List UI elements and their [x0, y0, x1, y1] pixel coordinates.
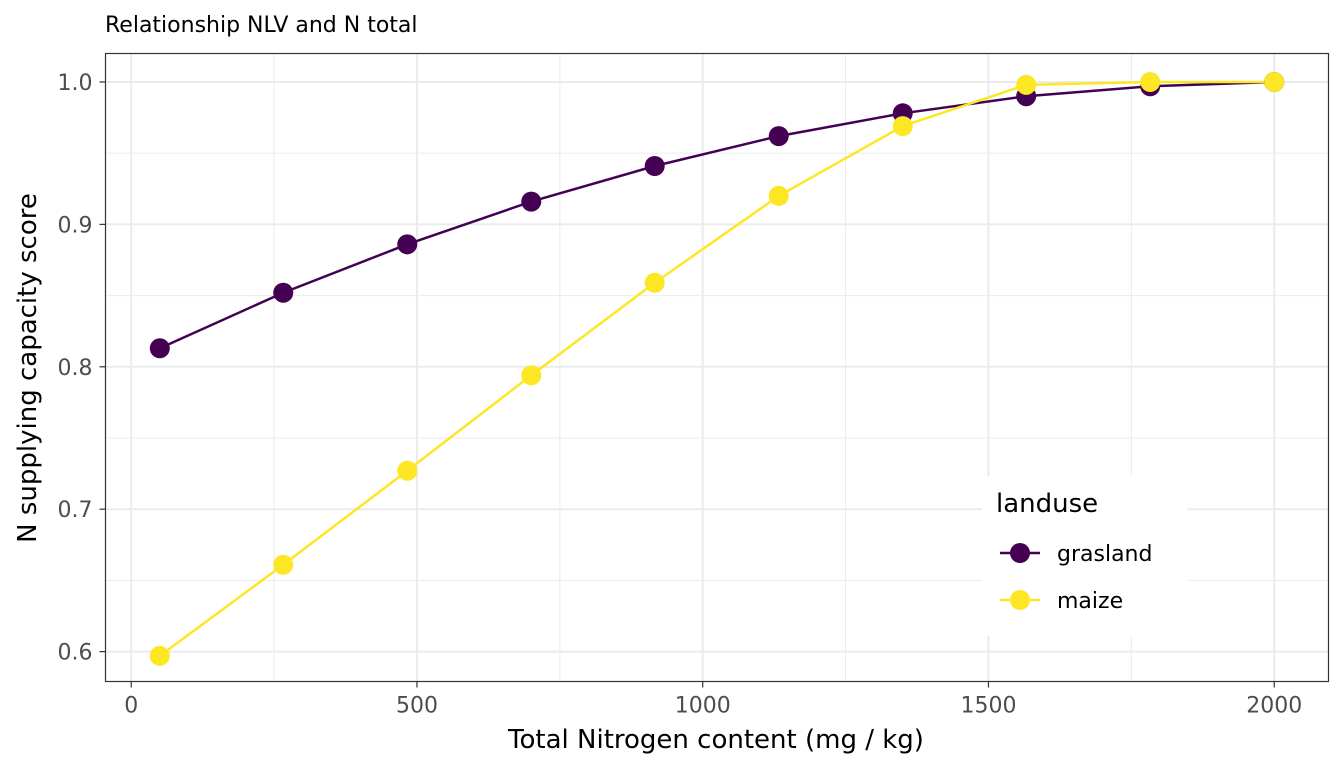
data-point-grasland [397, 234, 418, 255]
y-tick-label: 0.9 [58, 213, 93, 238]
data-point-grasland [273, 282, 294, 303]
data-point-maize [892, 116, 913, 137]
x-axis-title: Total Nitrogen content (mg / kg) [507, 725, 924, 755]
x-tick-label: 1500 [960, 694, 1016, 719]
legend-label-grasland: grasland [1057, 542, 1152, 567]
chart-title: Relationship NLV and N total [105, 13, 418, 38]
data-point-grasland [644, 155, 665, 176]
y-axis-title: N supplying capacity score [13, 193, 43, 543]
y-axis: 0.6 0.7 0.8 0.9 1.0 [58, 71, 106, 666]
data-point-maize [768, 185, 789, 206]
legend-label-maize: maize [1057, 589, 1123, 614]
x-tick-label: 500 [396, 694, 438, 719]
y-tick-label: 1.0 [58, 71, 93, 96]
data-point-maize [1016, 74, 1037, 95]
y-tick-label: 0.6 [58, 641, 93, 666]
legend-items: grasland maize [1000, 542, 1152, 614]
data-point-maize [521, 365, 542, 386]
legend: landuse grasland maize [982, 476, 1187, 636]
series-line-maize [159, 80, 1275, 657]
data-point-maize [1140, 71, 1161, 92]
data-point-grasland [521, 191, 542, 212]
legend-key-point [1010, 543, 1030, 563]
series-layer [149, 71, 1285, 666]
plot-border [104, 52, 1330, 683]
x-tick-label: 2000 [1246, 694, 1302, 719]
x-tick-label: 1000 [675, 694, 731, 719]
data-point-maize [397, 460, 418, 481]
x-tick-label: 0 [124, 694, 138, 719]
series-line-grasland [159, 80, 1275, 350]
legend-key-point [1010, 590, 1030, 610]
data-point-grasland [768, 126, 789, 147]
x-axis: 0 500 1000 1500 2000 [124, 681, 1302, 719]
data-point-maize [273, 554, 294, 575]
legend-title: landuse [996, 489, 1098, 519]
data-point-grasland [149, 338, 170, 359]
y-tick-label: 0.7 [58, 498, 93, 523]
data-point-maize [644, 272, 665, 293]
data-point-maize [1264, 71, 1285, 92]
data-point-maize [149, 645, 170, 666]
y-tick-label: 0.8 [58, 356, 93, 381]
